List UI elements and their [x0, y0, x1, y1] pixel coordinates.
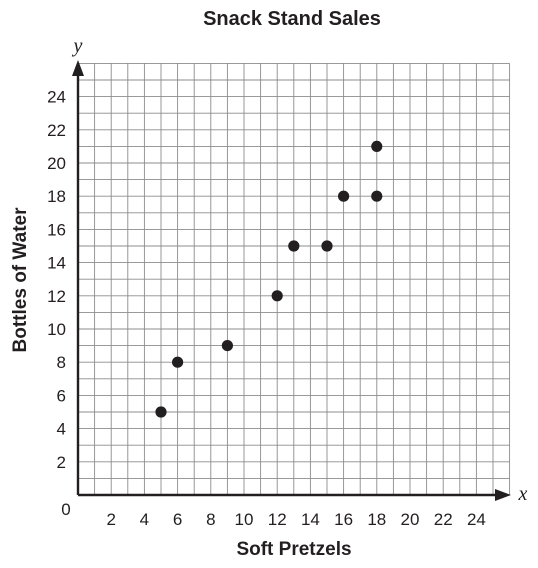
- data-point: [271, 290, 283, 302]
- x-axis-arrow: [495, 489, 511, 501]
- y-tick-label: 22: [47, 121, 66, 140]
- x-tick-label: 2: [106, 510, 115, 529]
- grid-lines: [78, 62, 511, 495]
- x-tick-label: 22: [434, 510, 453, 529]
- data-points: [155, 140, 383, 418]
- x-tick-label: 20: [401, 510, 420, 529]
- y-tick-label: 6: [57, 386, 66, 405]
- chart-title: Snack Stand Sales: [203, 8, 381, 30]
- y-tick-label: 4: [57, 420, 66, 439]
- data-point: [321, 240, 333, 252]
- x-axis-title: Soft Pretzels: [236, 539, 351, 560]
- y-tick-label: 24: [47, 88, 66, 107]
- x-tick-labels: 2 4 6 8 10 12 14 16 18 20 22 24: [106, 510, 485, 529]
- x-tick-label: 14: [301, 510, 320, 529]
- y-tick-label: 16: [47, 220, 66, 239]
- x-variable-label: x: [518, 483, 528, 505]
- origin-label: 0: [61, 500, 70, 519]
- data-point: [371, 140, 383, 152]
- x-tick-label: 6: [173, 510, 182, 529]
- x-tick-label: 12: [268, 510, 287, 529]
- y-tick-label: 8: [57, 353, 66, 372]
- y-axis-arrow: [72, 60, 84, 76]
- data-point: [155, 406, 167, 418]
- data-point: [371, 190, 383, 202]
- y-tick-label: 2: [57, 453, 66, 472]
- y-variable-label: y: [72, 35, 83, 57]
- x-tick-label: 16: [334, 510, 353, 529]
- y-tick-label: 12: [47, 287, 66, 306]
- data-point: [172, 356, 184, 368]
- y-axis-title: Bottles of Water: [10, 207, 31, 353]
- y-tick-label: 18: [47, 187, 66, 206]
- x-tick-label: 4: [140, 510, 149, 529]
- y-tick-label: 14: [47, 254, 66, 273]
- data-point: [221, 340, 233, 352]
- x-tick-label: 18: [367, 510, 386, 529]
- x-tick-label: 8: [206, 510, 215, 529]
- x-tick-label: 10: [235, 510, 254, 529]
- y-tick-label: 10: [47, 320, 66, 339]
- x-tick-label: 24: [467, 510, 486, 529]
- data-point: [288, 240, 300, 252]
- axes: [72, 60, 511, 501]
- y-tick-label: 20: [47, 154, 66, 173]
- data-point: [338, 190, 350, 202]
